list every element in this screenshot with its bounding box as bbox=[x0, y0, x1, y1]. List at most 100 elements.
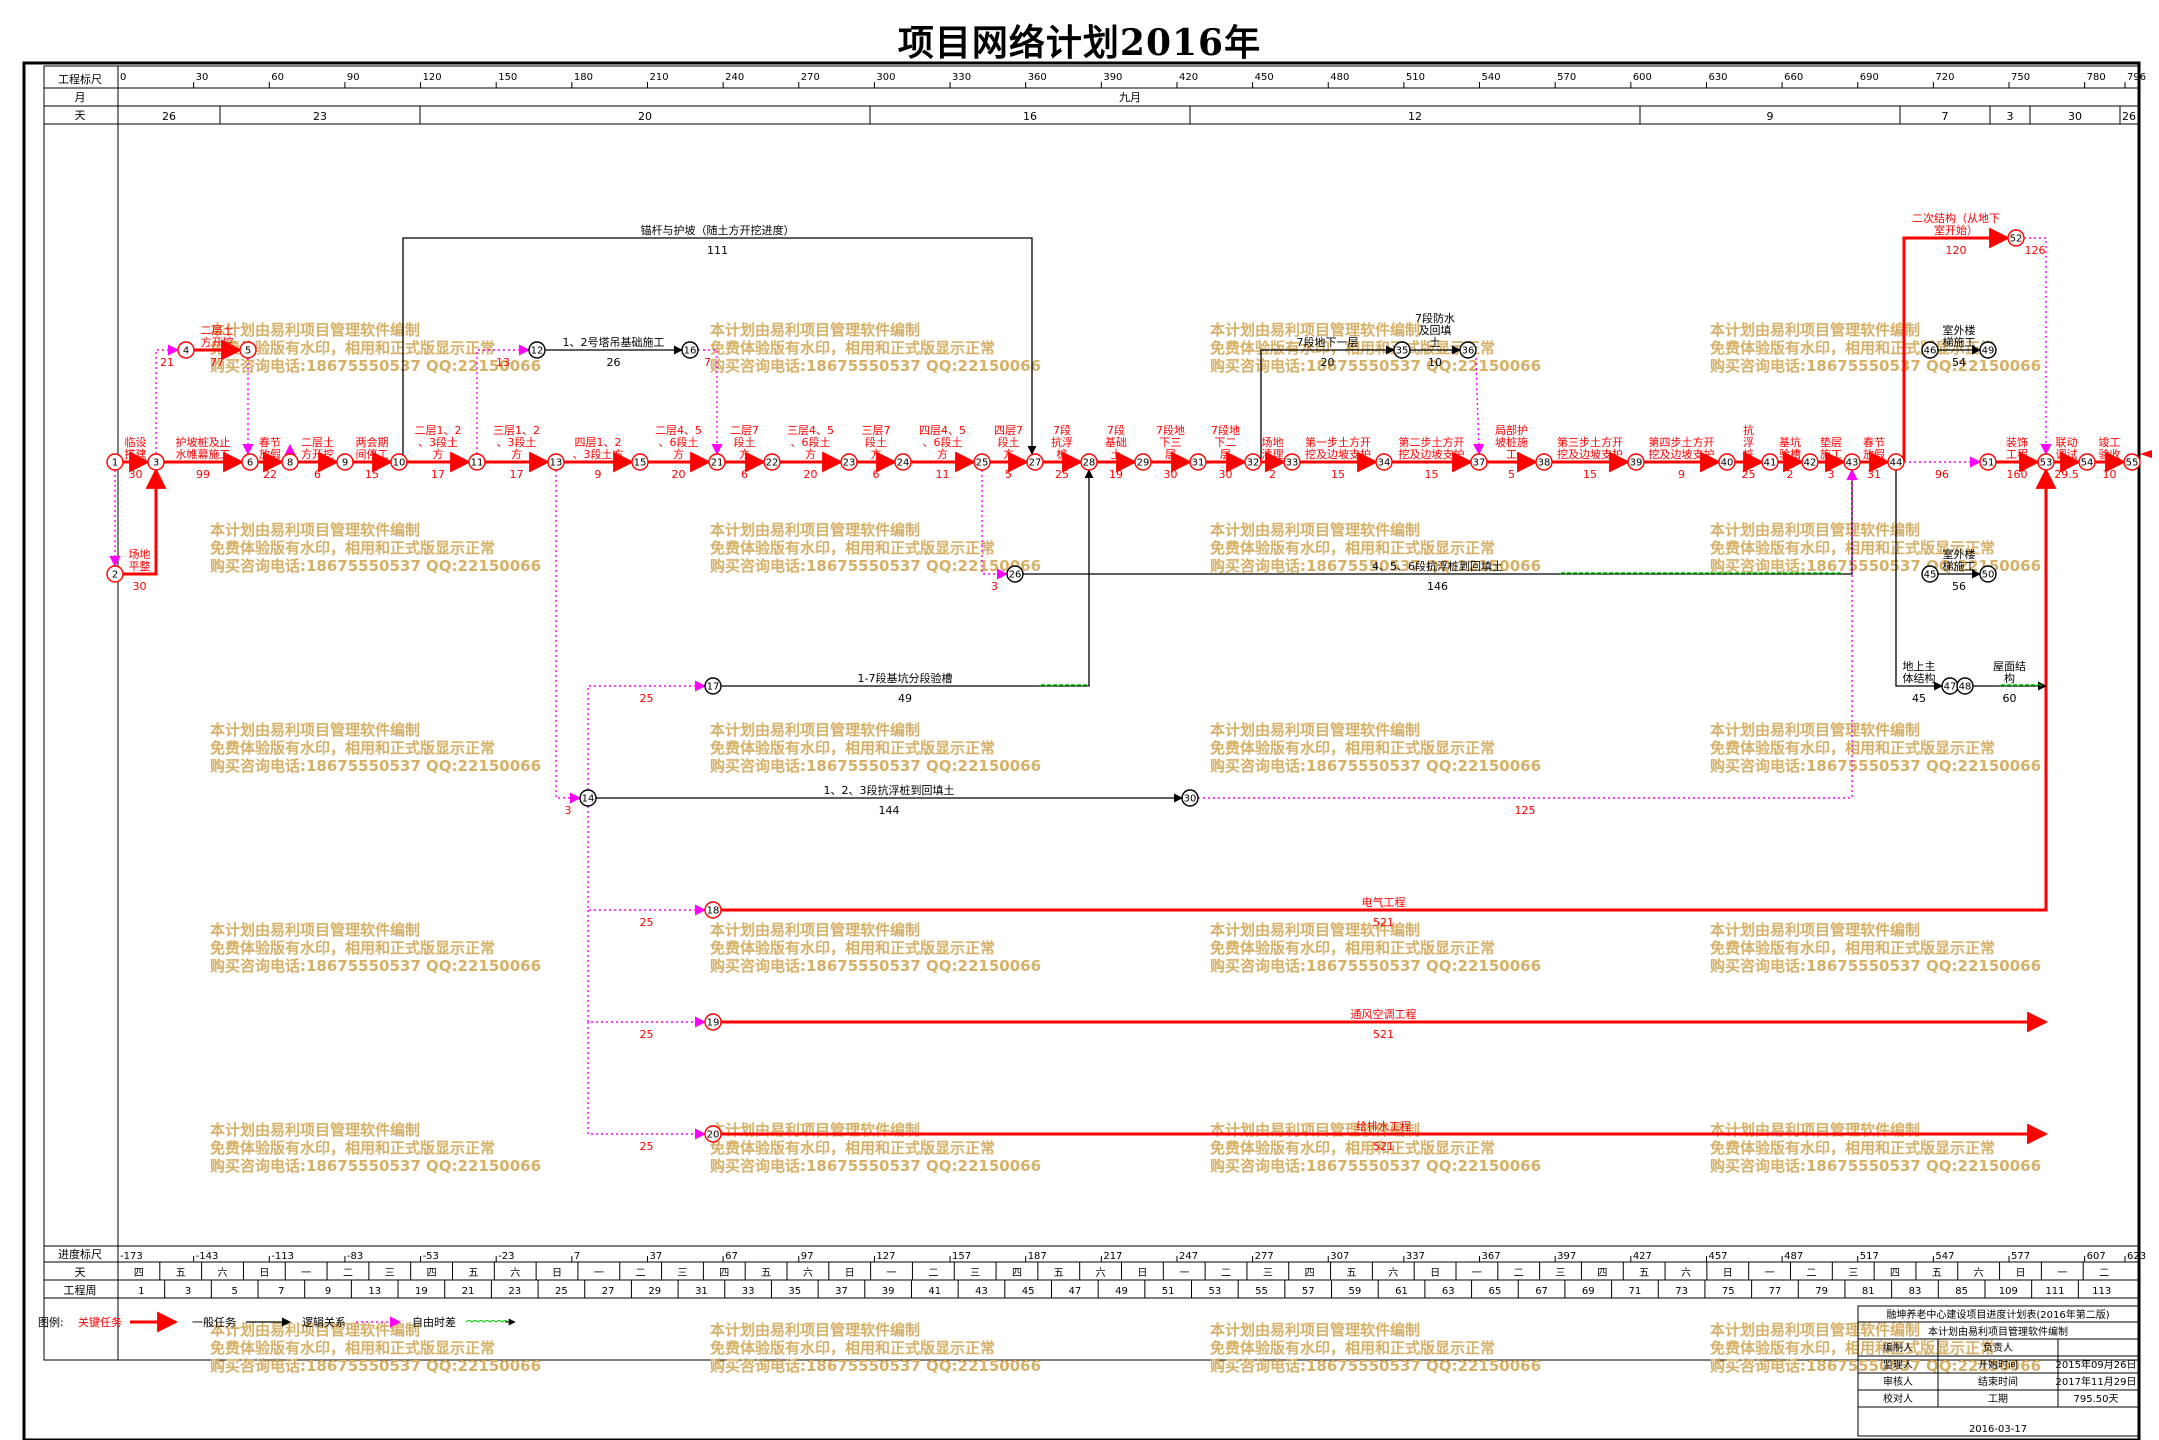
header-row-label: 工程标尺 bbox=[58, 72, 102, 86]
week-number-cell: 57 bbox=[1302, 1286, 1315, 1297]
inner-frame bbox=[43, 65, 2139, 1361]
scale-tick: 510 bbox=[1406, 72, 1425, 83]
week-number-cell: 47 bbox=[1068, 1286, 1081, 1297]
activity-name: 搭建 bbox=[125, 447, 147, 461]
progress-tick: 7 bbox=[574, 1251, 580, 1262]
watermark-line: 免费体验版有水印，相用和正式版显示正常 bbox=[710, 1339, 995, 1357]
node-number: 20 bbox=[707, 1130, 720, 1141]
activity-duration: 30 bbox=[129, 468, 143, 481]
activity-duration: 10 bbox=[2103, 468, 2117, 481]
activity-name: 挖及边坡支护 bbox=[1399, 447, 1465, 461]
activity-name: 段土 bbox=[998, 435, 1020, 449]
activity-name: 三层4、5 bbox=[787, 424, 834, 437]
watermark-line: 购买咨询电话:18675550537 QQ:22150066 bbox=[1710, 357, 2041, 375]
scale-tick: 570 bbox=[1557, 72, 1576, 83]
node-number: 23 bbox=[843, 458, 856, 469]
watermark-line: 购买咨询电话:18675550537 QQ:22150066 bbox=[1710, 757, 2041, 775]
activity-duration: 54 bbox=[1952, 356, 1966, 369]
legend-critical-label: 关键任务 bbox=[78, 1315, 122, 1329]
node-number: 28 bbox=[1083, 458, 1096, 469]
watermark-line: 购买咨询电话:18675550537 QQ:22150066 bbox=[1710, 557, 2041, 575]
progress-tick: 607 bbox=[2087, 1251, 2106, 1262]
activity-duration: 99 bbox=[196, 468, 210, 481]
weekday-cell: 六 bbox=[510, 1267, 520, 1279]
scale-tick: 480 bbox=[1330, 72, 1349, 83]
week-number-cell: 111 bbox=[2045, 1286, 2064, 1297]
activity-duration: 10 bbox=[1428, 356, 1442, 369]
event-node bbox=[579, 789, 597, 807]
weekday-cell: 日 bbox=[1430, 1268, 1440, 1279]
event-node bbox=[1956, 677, 1974, 695]
scale-tick: 690 bbox=[1860, 72, 1879, 83]
scale-tick: 210 bbox=[649, 72, 668, 83]
scale-tick: 360 bbox=[1028, 72, 1047, 83]
legend-logic-label: 逻辑关系 bbox=[302, 1315, 346, 1329]
activity-name: 7段防水 bbox=[1415, 311, 1455, 325]
activity-name: 第二步土方开 bbox=[1399, 435, 1465, 449]
activity-name: 方 bbox=[433, 447, 444, 461]
watermark-line: 购买咨询电话:18675550537 QQ:22150066 bbox=[210, 557, 541, 575]
legend-float-label: 自由时差 bbox=[412, 1315, 456, 1329]
activity-arrow bbox=[1895, 470, 1943, 691]
activity-duration: 30 bbox=[133, 580, 147, 593]
activity-duration: 19 bbox=[1109, 468, 1123, 481]
watermark-line: 本计划由易利项目管理软件编制 bbox=[710, 1121, 920, 1139]
week-number-cell: 5 bbox=[231, 1286, 237, 1297]
weekday-cell: 五 bbox=[468, 1268, 478, 1279]
activity-name: 体结构 bbox=[1903, 671, 1936, 685]
watermark-line: 购买咨询电话:18675550537 QQ:22150066 bbox=[1210, 757, 1541, 775]
activity-arrow bbox=[587, 1022, 707, 1140]
weekday-cell: 二 bbox=[1221, 1268, 1231, 1279]
activity-edges: 临设搭建30场地平整30护坡桩及止水帷幕施工99二层土方开挖77春节放假22二层… bbox=[109, 211, 2127, 1153]
header-row-label: 天 bbox=[75, 109, 86, 122]
progress-tick: 337 bbox=[1406, 1251, 1425, 1262]
weekday-cell: 二 bbox=[2099, 1268, 2109, 1279]
footer-row-label: 进度标尺 bbox=[58, 1247, 102, 1261]
watermark-line: 免费体验版有水印，相用和正式版显示正常 bbox=[210, 1139, 495, 1157]
node-number: 6 bbox=[247, 458, 253, 469]
event-node bbox=[2123, 453, 2141, 471]
watermark-line: 本计划由易利项目管理软件编制 bbox=[1710, 721, 1920, 739]
node-number: 3 bbox=[153, 458, 159, 469]
weekday-cell: 四 bbox=[1890, 1268, 1900, 1279]
activity-name: 梯施工 bbox=[1943, 560, 1976, 573]
activity-duration: 96 bbox=[1935, 468, 1949, 481]
weekday-cell: 六 bbox=[1681, 1267, 1691, 1279]
activity-arrow bbox=[123, 467, 167, 576]
node-number: 34 bbox=[1378, 458, 1391, 469]
activity-arrow bbox=[981, 470, 1009, 580]
watermark-line: 本计划由易利项目管理软件编制 bbox=[1710, 1121, 1920, 1139]
weekday-cell: 二 bbox=[636, 1268, 646, 1279]
watermark-line: 免费体验版有水印，相用和正式版显示正常 bbox=[710, 339, 995, 357]
activity-arrow bbox=[1260, 345, 1395, 462]
scale-tick: 720 bbox=[1935, 72, 1954, 83]
week-number-cell: 43 bbox=[975, 1286, 988, 1297]
watermark-line: 购买咨询电话:18675550537 QQ:22150066 bbox=[710, 1357, 1041, 1375]
node-number: 11 bbox=[471, 458, 484, 469]
scale-tick: 540 bbox=[1482, 72, 1501, 83]
activity-duration: 15 bbox=[1425, 468, 1439, 481]
activity-name: 验收 bbox=[2099, 447, 2121, 461]
activity-duration: 3 bbox=[991, 580, 998, 593]
activity-name: 土 bbox=[1111, 448, 1122, 461]
activity-name: 1、2、3段抗浮桩到回填土 bbox=[824, 783, 955, 797]
weekday-cell: 三 bbox=[1263, 1268, 1273, 1279]
event-node bbox=[1244, 453, 1262, 471]
event-node bbox=[1080, 453, 1098, 471]
event-node bbox=[390, 453, 408, 471]
node-number: 46 bbox=[1924, 346, 1937, 357]
week-number-cell: 77 bbox=[1769, 1286, 1782, 1297]
activity-name: 放假 bbox=[1863, 447, 1885, 461]
activity-name: 层 bbox=[1220, 448, 1231, 461]
footer-row-label: 工程周 bbox=[64, 1284, 97, 1297]
node-number: 10 bbox=[393, 458, 406, 469]
activity-name: 、6段土 bbox=[923, 435, 963, 449]
watermark-line: 本计划由易利项目管理软件编制 bbox=[1210, 921, 1420, 939]
activity-name: 下三 bbox=[1160, 436, 1182, 449]
month-label: 九月 bbox=[1119, 91, 1141, 104]
watermark-line: 购买咨询电话:18675550537 QQ:22150066 bbox=[210, 357, 541, 375]
event-node bbox=[681, 341, 699, 359]
info-date: 2016-03-17 bbox=[1969, 1424, 2027, 1435]
activity-name: 下二 bbox=[1215, 436, 1237, 449]
event-node bbox=[1470, 453, 1488, 471]
